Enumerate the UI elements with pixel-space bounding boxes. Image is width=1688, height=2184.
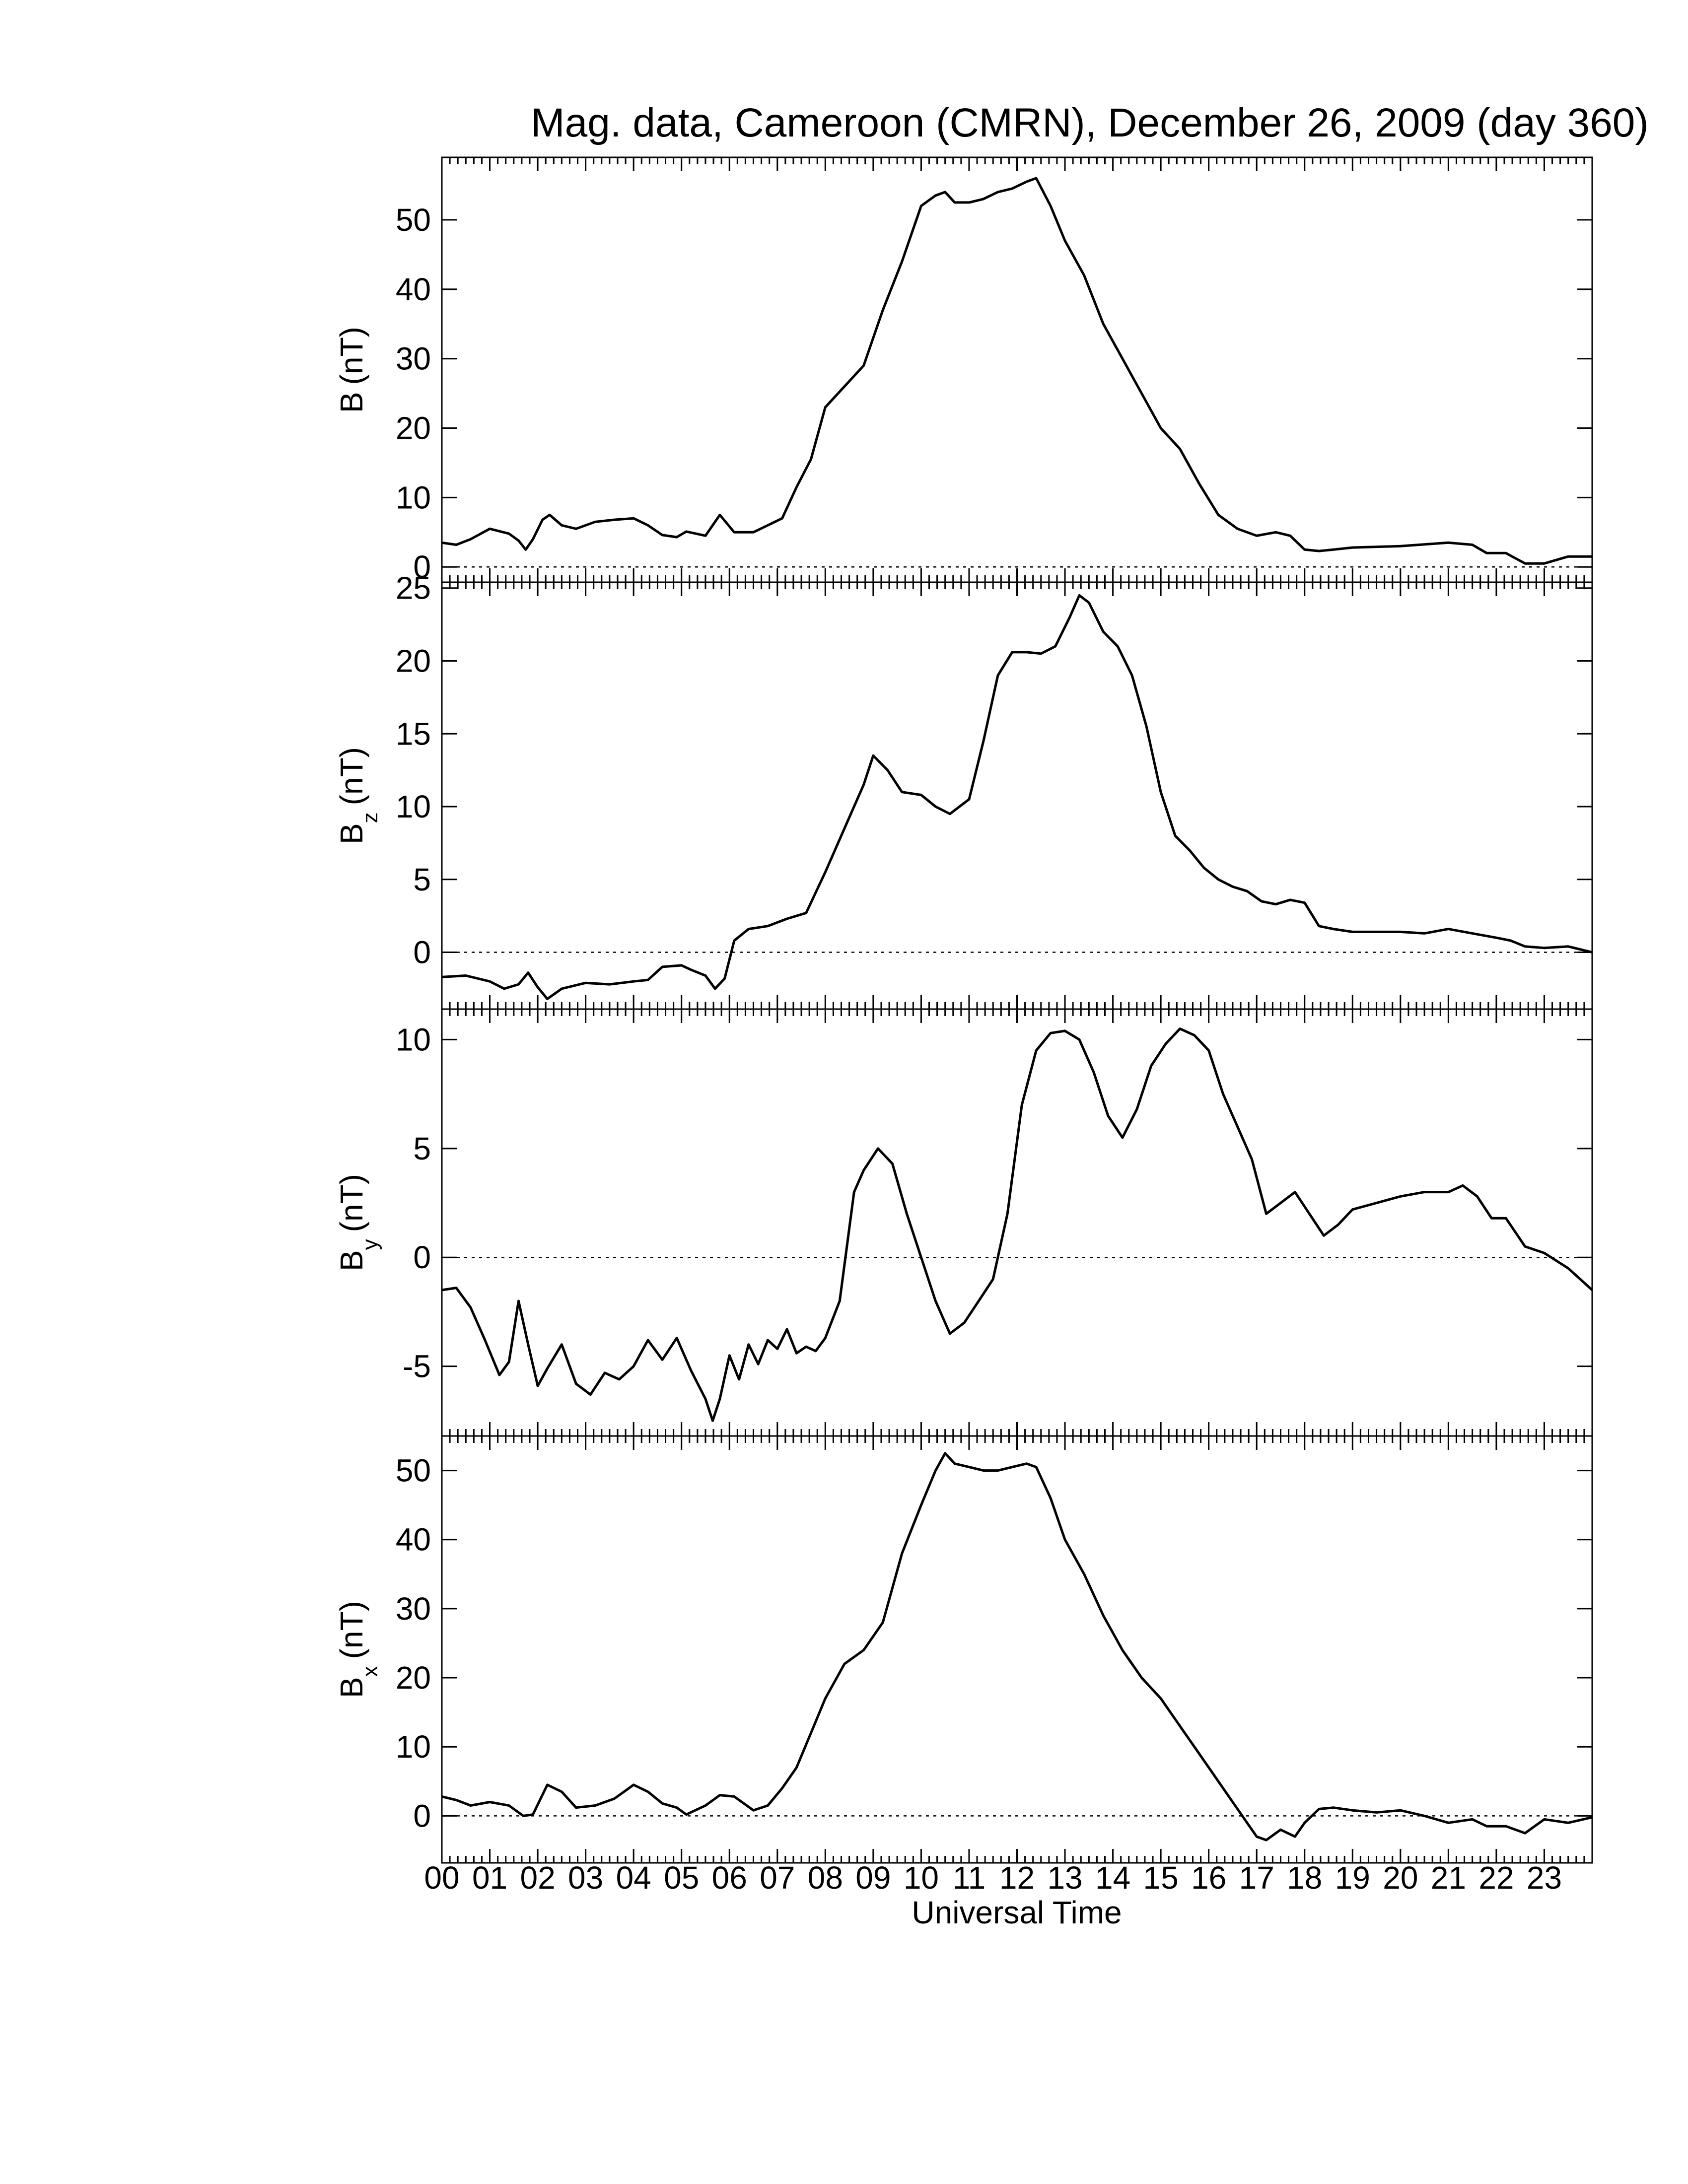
plot-frame bbox=[441, 581, 1593, 1010]
y-axis-label: By (nT) bbox=[334, 1174, 382, 1271]
series-line-bz bbox=[441, 594, 1593, 1000]
x-tick-label: 14 bbox=[1095, 1860, 1130, 1896]
y-tick-label: 15 bbox=[396, 716, 431, 751]
x-tick-label: 21 bbox=[1431, 1860, 1466, 1896]
y-tick-label: 25 bbox=[396, 570, 431, 606]
x-tick-label: 23 bbox=[1527, 1860, 1562, 1896]
x-tick-label: 18 bbox=[1287, 1860, 1322, 1896]
series-line-bx bbox=[441, 1452, 1593, 1842]
y-axis-label-sub: z bbox=[358, 812, 382, 823]
y-axis-label: Bz (nT) bbox=[334, 747, 382, 844]
x-tick-label: 05 bbox=[664, 1860, 699, 1896]
x-axis-label: Universal Time bbox=[912, 1895, 1122, 1930]
y-tick-label: 20 bbox=[396, 410, 431, 446]
plot-frame bbox=[441, 1435, 1593, 1864]
panel-b-z: 0 5 10 15 20 25 Bz (nT) bbox=[334, 570, 1593, 1010]
y-tick-label: 50 bbox=[396, 202, 431, 238]
x-tick-label: 17 bbox=[1239, 1860, 1274, 1896]
panel-b-y: -5 0 5 10 By (nT) bbox=[334, 1008, 1593, 1437]
x-tick-label: 03 bbox=[568, 1860, 603, 1896]
x-tick-label: 12 bbox=[999, 1860, 1035, 1896]
plot-frame bbox=[441, 1008, 1593, 1437]
y-tick-label: 5 bbox=[413, 1131, 431, 1166]
y-tick-label: 10 bbox=[396, 789, 431, 824]
panel-b-total: 0 10 20 30 40 50 B (nT) bbox=[334, 156, 1593, 585]
x-tick-label: 11 bbox=[953, 1860, 985, 1896]
x-tick-label: 15 bbox=[1143, 1860, 1179, 1896]
x-tick-label: 13 bbox=[1047, 1860, 1082, 1896]
x-tick-label: 09 bbox=[855, 1860, 891, 1896]
y-axis-label-sub: x bbox=[358, 1666, 382, 1677]
x-tick-label: 07 bbox=[760, 1860, 795, 1896]
x-tick-label: 04 bbox=[616, 1860, 651, 1896]
y-axis-label-unit: (nT) bbox=[334, 327, 369, 385]
series-line-by bbox=[441, 1027, 1593, 1422]
y-tick-label: 10 bbox=[396, 1022, 431, 1057]
y-axis-label-main: B bbox=[334, 1250, 369, 1271]
x-tick-label: 02 bbox=[520, 1860, 555, 1896]
x-tick-label: 19 bbox=[1335, 1860, 1370, 1896]
x-tick-label: 10 bbox=[904, 1860, 939, 1896]
x-tick-label: 20 bbox=[1383, 1860, 1418, 1896]
y-tick-label: 10 bbox=[396, 1729, 431, 1765]
y-axis-label: B (nT) bbox=[334, 327, 369, 413]
y-tick-label: -5 bbox=[403, 1349, 431, 1384]
y-axis-label-main: B bbox=[334, 823, 369, 844]
y-tick-label: 0 bbox=[413, 1798, 431, 1834]
y-tick-label: 20 bbox=[396, 1660, 431, 1696]
y-tick-label: 0 bbox=[413, 1239, 431, 1275]
y-tick-label: 30 bbox=[396, 341, 431, 377]
y-tick-label: 40 bbox=[396, 1522, 431, 1558]
y-tick-label: 40 bbox=[396, 272, 431, 307]
y-tick-label: 30 bbox=[396, 1591, 431, 1627]
y-tick-label: 0 bbox=[413, 549, 431, 585]
x-tick-label: 22 bbox=[1478, 1860, 1514, 1896]
y-tick-label: 10 bbox=[396, 479, 431, 515]
y-axis-label-sub: y bbox=[358, 1239, 382, 1250]
panel-b-x: 0 10 20 30 40 50 Bx (nT) bbox=[334, 1435, 1593, 1864]
x-tick-labels: 00 01 02 03 04 05 06 07 08 09 10 11 12 13 14 15 16 17 18 19… bbox=[424, 1860, 1562, 1896]
x-tick-label: 08 bbox=[808, 1860, 843, 1896]
y-axis-label-unit: (nT) bbox=[334, 1174, 369, 1232]
x-tick-label: 16 bbox=[1191, 1860, 1226, 1896]
y-tick-label: 50 bbox=[396, 1453, 431, 1489]
x-tick-label: 00 bbox=[424, 1860, 459, 1896]
series-line-b bbox=[441, 177, 1592, 565]
x-tick-label: 06 bbox=[712, 1860, 747, 1896]
y-tick-label: 5 bbox=[413, 862, 431, 897]
y-tick-label: 20 bbox=[396, 643, 431, 679]
y-tick-label: 0 bbox=[413, 935, 431, 970]
y-axis-label-unit: (nT) bbox=[334, 747, 369, 805]
y-axis-label: Bx (nT) bbox=[334, 1601, 382, 1698]
y-axis-label-main: B bbox=[334, 392, 369, 413]
y-axis-label-main: B bbox=[334, 1677, 369, 1698]
y-axis-label-unit: (nT) bbox=[334, 1601, 369, 1659]
x-tick-label: 01 bbox=[472, 1860, 507, 1896]
figure-title: Mag. data, Cameroon (CMRN), December 26,… bbox=[531, 100, 1648, 145]
